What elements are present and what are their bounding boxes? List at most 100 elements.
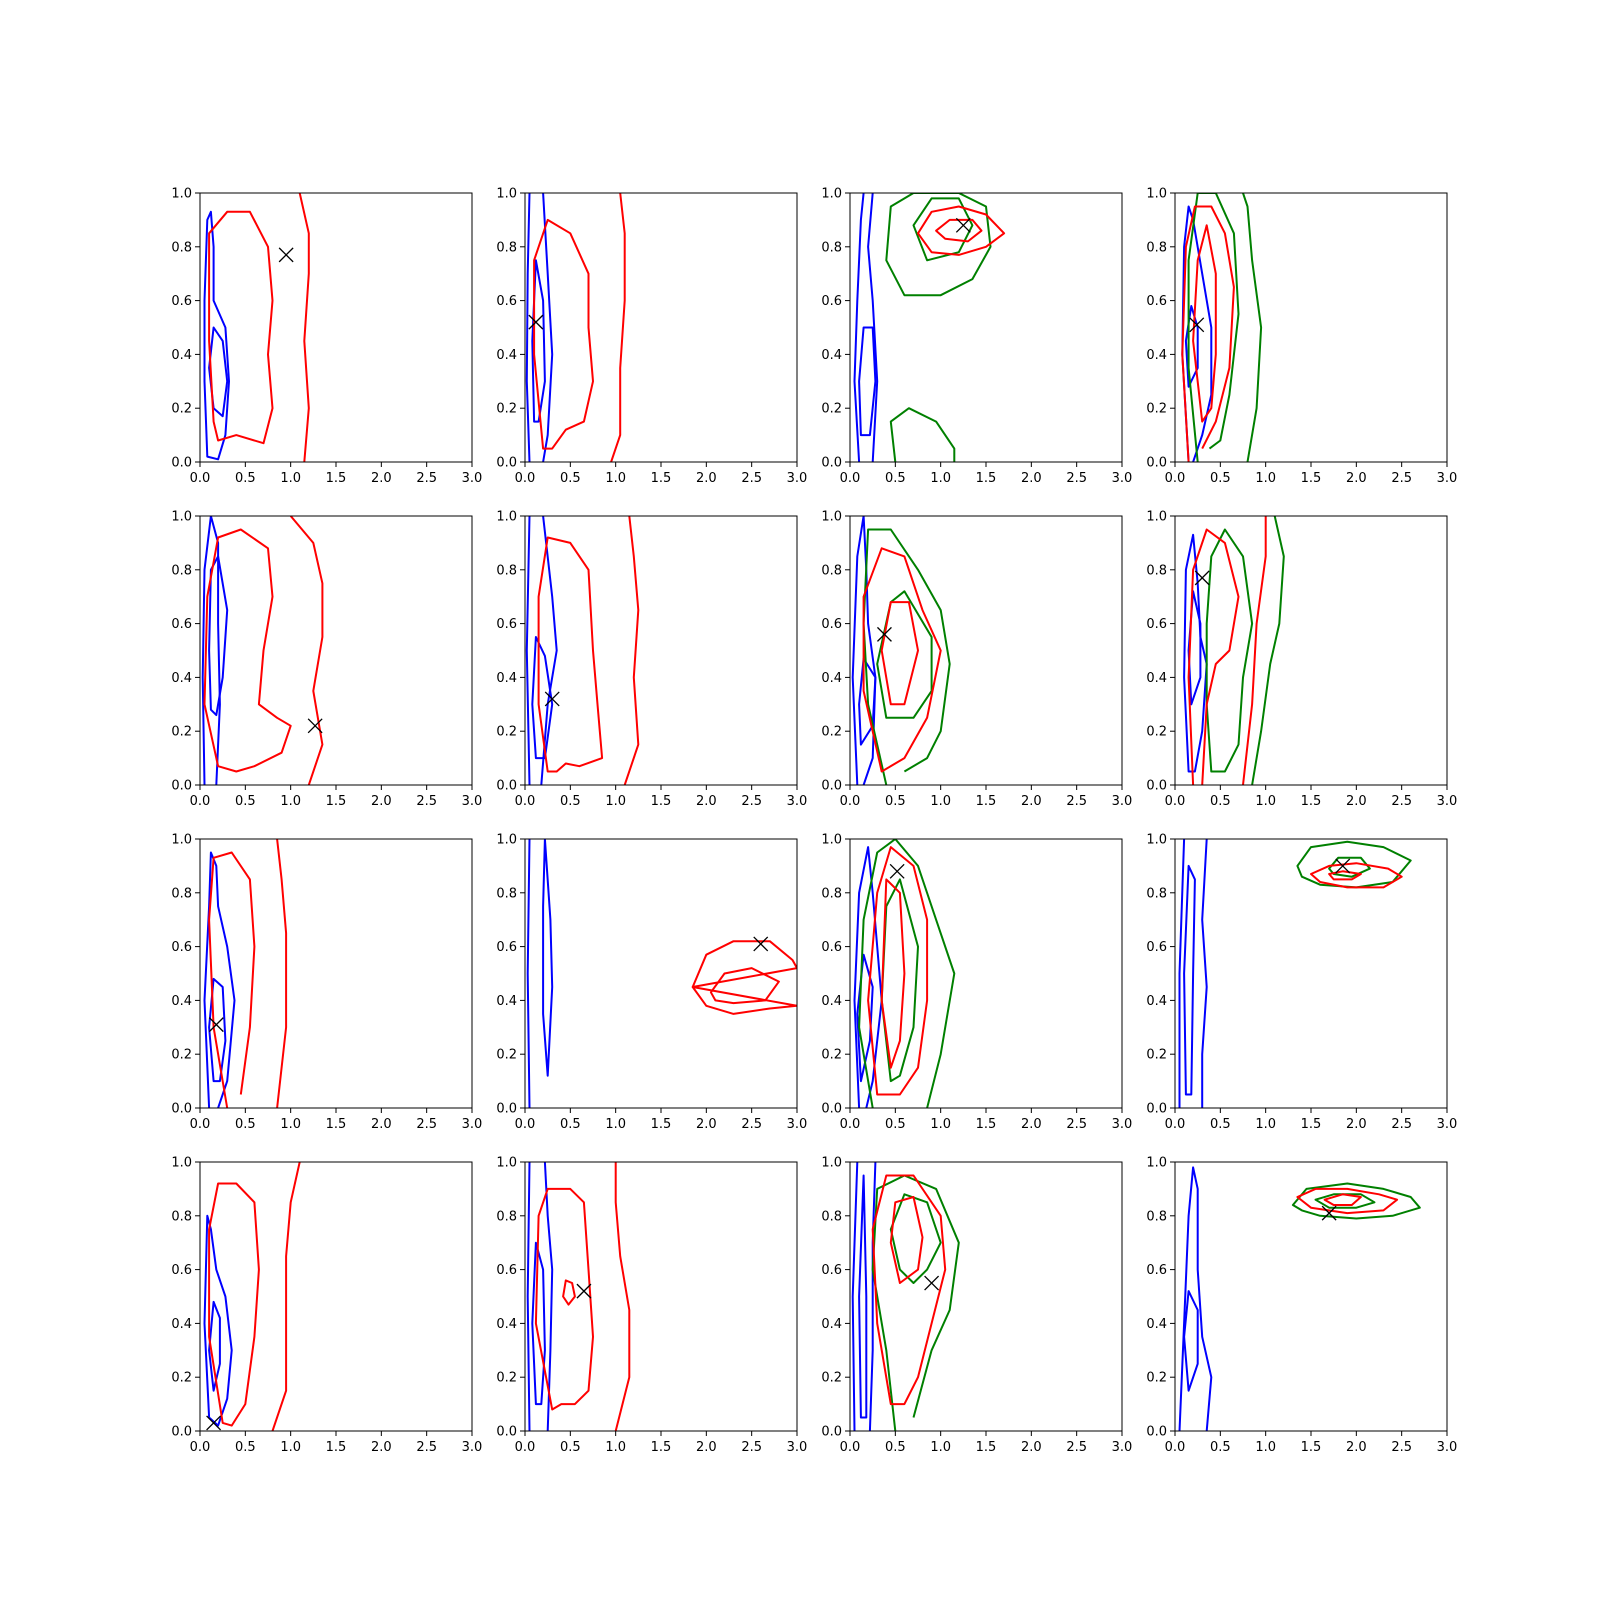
x-tick-label: 2.5 [1391, 794, 1412, 809]
green-contour-1 [871, 1174, 960, 1431]
x-tick-label: 0.0 [1165, 1440, 1186, 1455]
blue-contour-1 [525, 516, 531, 785]
y-tick-label: 0.2 [821, 1048, 842, 1063]
y-tick-label: 0.2 [496, 402, 517, 417]
x-tick-label: 1.5 [326, 1440, 347, 1455]
red-contour-1 [208, 210, 274, 445]
red-contour-1 [533, 218, 594, 450]
plot-area [525, 193, 626, 462]
x-tick-label: 0.0 [515, 1117, 536, 1132]
blue-contour-2 [868, 1162, 877, 1431]
x-tick-label: 0.5 [885, 1117, 906, 1132]
x-tick-label: 1.0 [930, 1117, 951, 1132]
y-tick-label: 0.6 [496, 294, 517, 309]
axes-frame [199, 192, 473, 463]
x-tick-label: 1.5 [651, 794, 672, 809]
y-tick-label: 0.2 [1146, 402, 1167, 417]
subplot-3-3: 0.0 0.5 1.0 1.5 2.0 2.5 3.0 0.0 0.2 0.4 0.6 0.8 1.0 [821, 833, 1132, 1133]
green-contour-2 [876, 590, 933, 719]
axes-frame [199, 838, 473, 1109]
x-marker [278, 247, 294, 263]
plot-area [203, 1162, 301, 1431]
y-tick-label: 0.8 [496, 886, 517, 901]
green-contour-2 [889, 407, 956, 462]
green-contour-1 [1296, 840, 1412, 889]
axes-frame [199, 1161, 473, 1432]
y-tick-label: 1.0 [171, 187, 192, 202]
y-tick-label: 0.4 [821, 348, 842, 363]
x-tick-label: 1.0 [605, 471, 626, 486]
y-tick-label: 0.0 [1146, 1102, 1167, 1117]
x-tick-label: 0.5 [235, 471, 256, 486]
axes-frame [524, 838, 798, 1109]
x-tick-label: 0.5 [885, 471, 906, 486]
x-tick-label: 0.0 [840, 1117, 861, 1132]
red-contour-1 [534, 1187, 594, 1411]
y-tick-label: 0.4 [496, 348, 517, 363]
x-tick-label: 0.0 [190, 794, 211, 809]
x-tick-label: 1.5 [1301, 1440, 1322, 1455]
blue-contour-2 [858, 657, 877, 746]
y-tick-label: 0.8 [171, 1209, 192, 1224]
y-tick-label: 1.0 [171, 833, 192, 848]
x-tick-label: 2.5 [1066, 794, 1087, 809]
y-tick-label: 0.4 [1146, 671, 1167, 686]
x-marker [528, 314, 544, 330]
green-contour-1 [1205, 528, 1254, 773]
subplot-4-4: 0.0 0.5 1.0 1.5 2.0 2.5 3.0 0.0 0.2 0.4 0.6 0.8 1.0 [1146, 1156, 1457, 1456]
y-tick-label: 0.8 [1146, 1209, 1167, 1224]
blue-contour-2 [856, 953, 874, 1083]
plot-area [1181, 193, 1263, 462]
x-tick-label: 1.5 [976, 1440, 997, 1455]
subplot-2-4: 0.0 0.5 1.0 1.5 2.0 2.5 3.0 0.0 0.2 0.4 0.6 0.8 1.0 [1146, 510, 1457, 810]
red-contour-1 [1296, 1187, 1399, 1215]
x-tick-label: 2.5 [416, 1440, 437, 1455]
blue-contour-2 [208, 555, 229, 717]
y-tick-label: 1.0 [821, 510, 842, 525]
x-tick-label: 1.0 [1255, 471, 1276, 486]
red-contour-2 [889, 1196, 924, 1284]
y-tick-label: 0.2 [821, 725, 842, 740]
x-tick-label: 3.0 [462, 471, 483, 486]
green-contour-2 [1242, 193, 1263, 462]
x-tick-label: 1.0 [605, 794, 626, 809]
blue-contour-1 [526, 1162, 531, 1431]
x-tick-label: 0.0 [190, 1117, 211, 1132]
x-tick-label: 1.0 [1255, 1117, 1276, 1132]
y-tick-label: 0.6 [821, 940, 842, 955]
x-marker [206, 1415, 222, 1431]
x-tick-label: 0.5 [560, 471, 581, 486]
red-contour-1 [537, 536, 604, 773]
x-tick-label: 2.5 [741, 1440, 762, 1455]
x-tick-label: 1.5 [976, 1117, 997, 1132]
x-tick-label: 0.5 [1210, 471, 1231, 486]
blue-contour-2 [543, 1162, 554, 1431]
x-marker [544, 691, 560, 707]
y-tick-label: 0.0 [496, 456, 517, 471]
subplot-1-3: 0.0 0.5 1.0 1.5 2.0 2.5 3.0 0.0 0.2 0.4 0.6 0.8 1.0 [821, 187, 1132, 487]
x-tick-label: 1.0 [280, 1440, 301, 1455]
x-tick-label: 0.5 [235, 1117, 256, 1132]
green-contour-3 [912, 197, 974, 262]
x-tick-label: 2.0 [1346, 794, 1367, 809]
y-tick-label: 0.0 [496, 779, 517, 794]
red-contour-2 [1328, 870, 1362, 881]
y-tick-label: 0.4 [496, 994, 517, 1009]
x-marker [889, 863, 905, 879]
x-tick-label: 1.5 [326, 1117, 347, 1132]
x-marker [208, 1017, 224, 1033]
y-tick-label: 0.2 [1146, 1048, 1167, 1063]
y-tick-label: 1.0 [821, 1156, 842, 1171]
x-tick-label: 1.5 [976, 794, 997, 809]
y-tick-label: 0.2 [1146, 1371, 1167, 1386]
x-tick-label: 1.5 [1301, 471, 1322, 486]
x-tick-label: 2.5 [1391, 1440, 1412, 1455]
x-tick-label: 3.0 [1437, 1440, 1458, 1455]
x-tick-label: 0.5 [560, 1117, 581, 1132]
x-tick-label: 3.0 [1437, 471, 1458, 486]
x-tick-label: 3.0 [787, 794, 808, 809]
y-tick-label: 0.8 [821, 563, 842, 578]
x-tick-label: 0.0 [1165, 471, 1186, 486]
y-tick-label: 0.6 [821, 294, 842, 309]
